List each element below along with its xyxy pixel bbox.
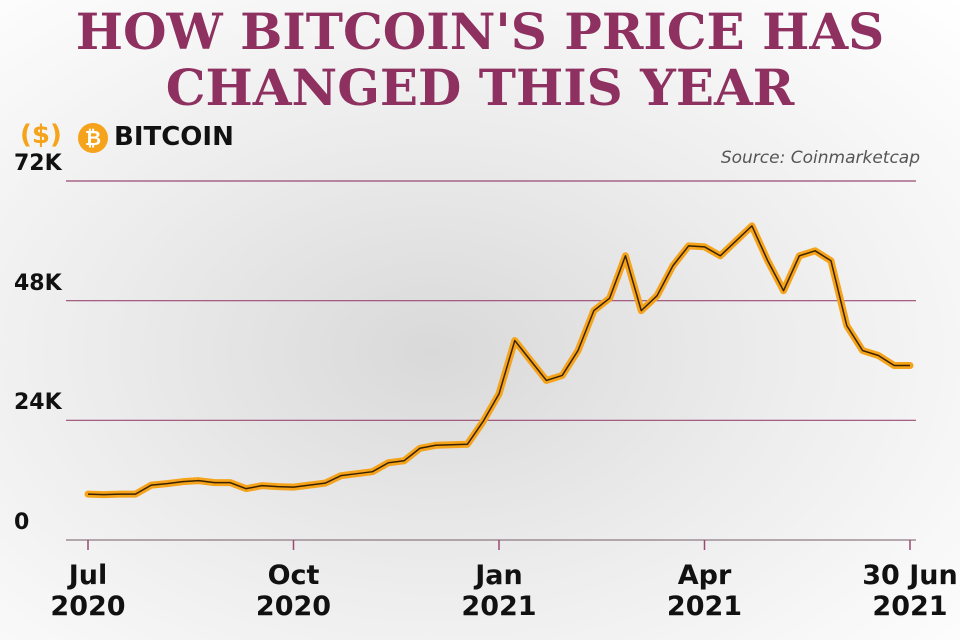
legend-label: BITCOIN	[114, 122, 234, 152]
chart-title: HOW BITCOIN'S PRICE HAS CHANGED THIS YEA…	[75, 2, 885, 117]
y-tick-label: 0	[14, 510, 30, 535]
bitcoin-icon: ₿	[78, 123, 108, 153]
x-tick-label: Jan 2021	[461, 560, 537, 622]
source-note: Source: Coinmarketcap	[720, 148, 920, 168]
line-core	[87, 225, 910, 496]
x-tick-label: Oct 2020	[255, 560, 332, 622]
x-tick-label: Jul 2020	[50, 560, 126, 622]
line	[84, 222, 914, 499]
y-tick-label: 48K	[14, 270, 62, 296]
y-tick-label: 24K	[14, 390, 62, 416]
y-tick-label: 72K	[14, 151, 62, 176]
x-tick-label: Apr 2021	[666, 560, 743, 622]
y-axis-label: ($)	[20, 120, 62, 150]
x-tick-label: 30 Jun 2021	[862, 560, 958, 622]
